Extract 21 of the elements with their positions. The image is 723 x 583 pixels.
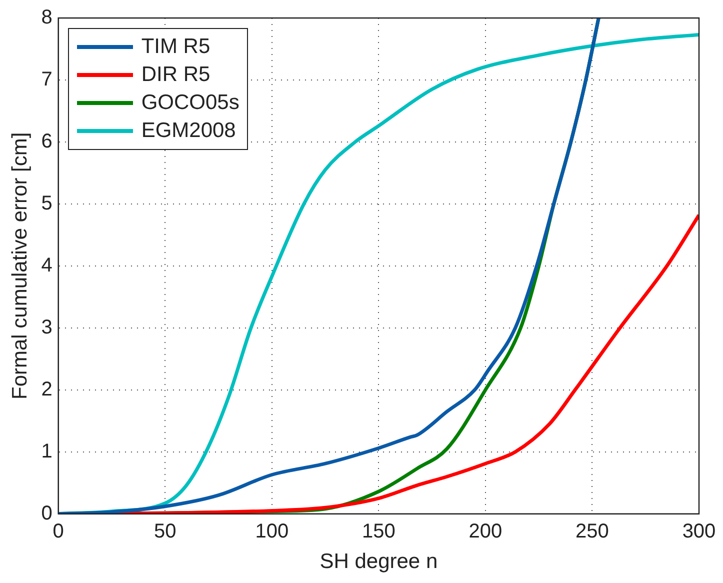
legend-label: TIM R5 [141, 35, 210, 59]
y-axis-title: Formal cumulative error [cm] [8, 132, 32, 400]
legend-label: GOCO05s [141, 91, 240, 115]
y-tick-label: 6 [41, 130, 52, 152]
x-tick-label: 50 [154, 520, 176, 542]
x-tick-label: 250 [576, 520, 609, 542]
y-tick-label: 3 [41, 316, 52, 338]
x-tick-label: 100 [255, 520, 289, 542]
y-tick-label: 5 [41, 192, 52, 214]
y-tick-label: 0 [41, 502, 52, 524]
y-tick-label: 4 [41, 254, 52, 276]
y-tick-label: 7 [41, 68, 52, 90]
y-tick-label: 1 [41, 440, 52, 462]
x-axis-title: SH degree n [320, 550, 438, 574]
y-tick-label: 2 [41, 378, 52, 400]
x-tick-label: 300 [682, 520, 716, 542]
x-tick-label: 150 [362, 520, 396, 542]
x-tick-label: 200 [468, 520, 502, 542]
legend-label: EGM2008 [141, 119, 236, 143]
y-tick-label: 8 [41, 6, 52, 29]
legend-label: DIR R5 [141, 63, 210, 87]
